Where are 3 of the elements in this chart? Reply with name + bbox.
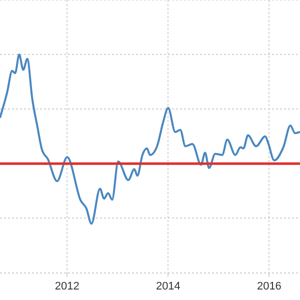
x-tick-label: 2014 [156, 280, 180, 292]
x-tick-label: 2012 [54, 280, 80, 292]
x-tick-label: 2016 [256, 280, 282, 292]
